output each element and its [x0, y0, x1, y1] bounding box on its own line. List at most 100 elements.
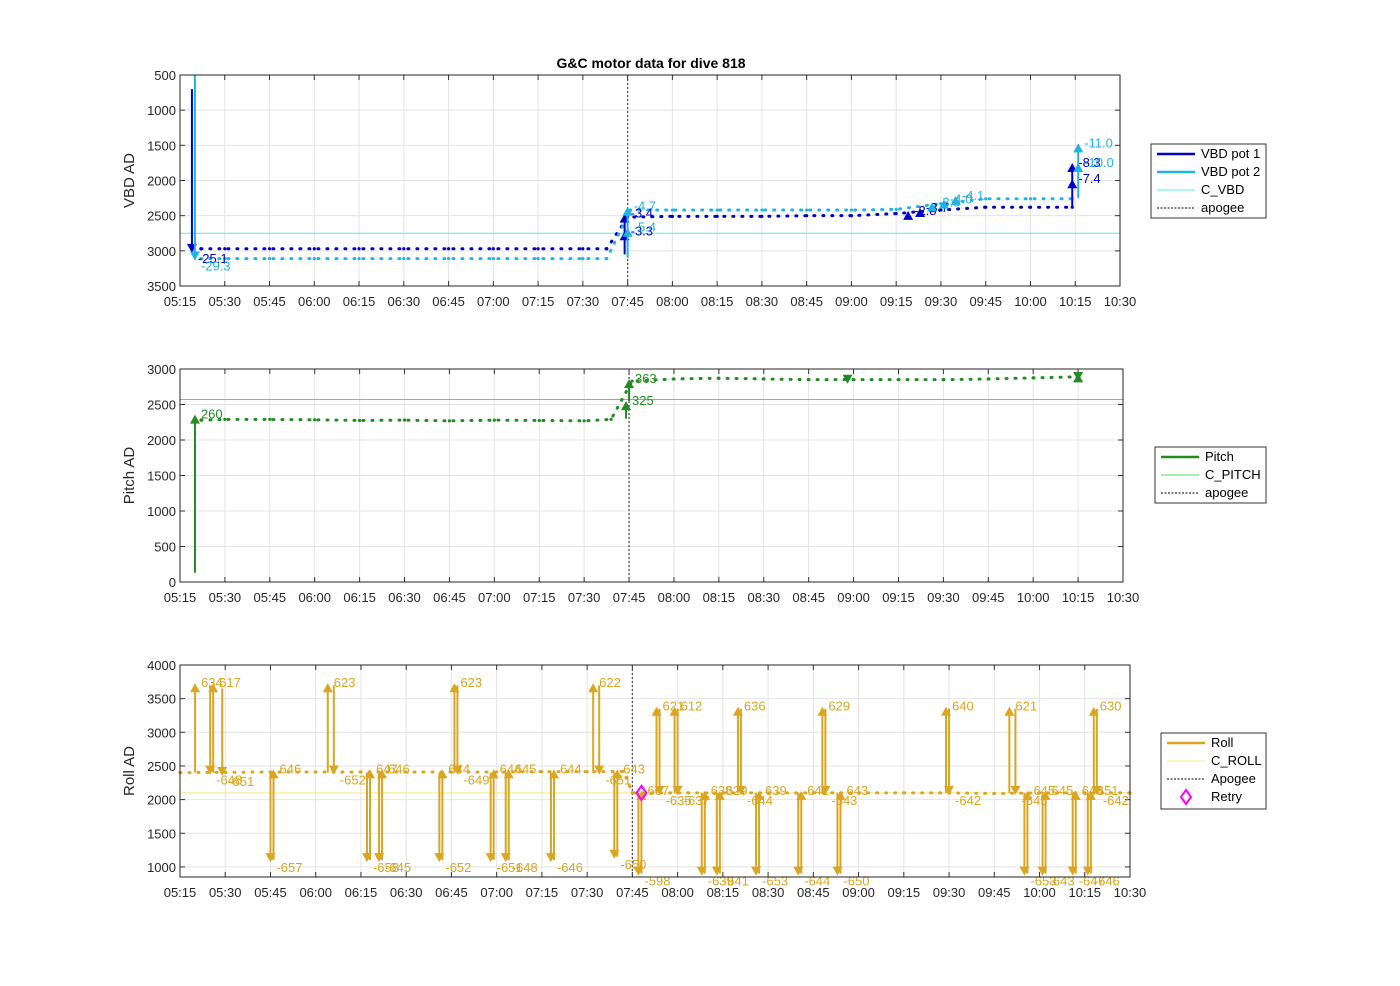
move-label: -646 — [1094, 874, 1120, 889]
x-tick-label: 05:15 — [164, 294, 197, 309]
x-tick-label: 05:45 — [253, 294, 286, 309]
data-point — [581, 256, 585, 261]
x-tick-label: 06:15 — [343, 590, 376, 605]
move-label: 644 — [560, 761, 582, 776]
move-label: -644 — [804, 874, 830, 889]
x-tick-label: 06:15 — [345, 885, 378, 900]
move-label: -653 — [762, 874, 788, 889]
data-point — [811, 791, 815, 795]
data-point — [357, 247, 361, 251]
data-point — [223, 247, 227, 251]
move-arrow-head — [1091, 785, 1102, 795]
move-arrow-head — [622, 206, 633, 216]
y-tick-label: 2000 — [147, 433, 176, 448]
move-label: 325 — [632, 393, 654, 408]
move-label: -5.4 — [634, 220, 656, 235]
y-axis-label: Pitch AD — [121, 447, 138, 505]
data-point — [223, 256, 227, 261]
x-tick-label: 07:30 — [571, 885, 604, 900]
y-tick-label: 3000 — [147, 362, 176, 377]
move-label: -645 — [385, 860, 411, 875]
x-tick-label: 09:45 — [972, 590, 1005, 605]
move-arrow-head — [217, 767, 228, 777]
x-tick-label: 09:15 — [888, 885, 921, 900]
data-point — [849, 214, 854, 218]
y-tick-label: 2500 — [147, 209, 176, 224]
move-arrow-head — [322, 683, 333, 693]
data-point — [807, 378, 811, 382]
x-tick-label: 08:30 — [746, 294, 779, 309]
data-point — [491, 247, 495, 251]
move-label: 636 — [744, 699, 766, 714]
move-label: 623 — [334, 675, 356, 690]
legend-label: Apogee — [1211, 771, 1256, 786]
move-label: -646 — [557, 860, 583, 875]
x-tick-label: 06:30 — [390, 885, 423, 900]
y-tick-label: 3500 — [147, 692, 176, 707]
y-tick-label: 1500 — [147, 826, 176, 841]
data-point — [267, 247, 272, 251]
x-tick-label: 07:30 — [568, 590, 601, 605]
x-tick-label: 06:45 — [433, 590, 466, 605]
move-arrow-head — [208, 683, 219, 693]
move-arrow-head — [189, 251, 200, 261]
legend-label: Retry — [1211, 789, 1243, 804]
move-label: 363 — [635, 371, 657, 386]
x-tick-label: 05:45 — [254, 590, 287, 605]
move-arrow-head — [1022, 790, 1033, 800]
move-label: 643 — [623, 761, 645, 776]
x-tick-label: 06:00 — [298, 590, 331, 605]
move-label: 646 — [279, 761, 301, 776]
move-arrow-head — [1073, 373, 1084, 383]
move-label: -651 — [228, 774, 254, 789]
move-arrow-head — [1073, 163, 1084, 173]
data-point — [894, 207, 898, 211]
move-label: 640 — [952, 699, 974, 714]
move-label: -25.1 — [198, 251, 228, 266]
x-tick-label: 09:00 — [842, 885, 875, 900]
move-arrow-head — [796, 790, 807, 800]
move-arrow-head — [714, 790, 725, 800]
move-label: 617 — [219, 675, 241, 690]
data-point — [805, 208, 809, 212]
data-point — [358, 418, 362, 423]
data-point — [851, 378, 856, 382]
move-arrow-head — [328, 765, 339, 775]
data-point — [495, 770, 499, 774]
move-arrow-head — [365, 769, 375, 779]
move-label: -8.3 — [1078, 155, 1100, 170]
x-tick-label: 08:00 — [658, 590, 691, 605]
data-point — [849, 208, 854, 212]
x-tick-label: 10:30 — [1104, 294, 1137, 309]
y-tick-label: 2500 — [147, 398, 176, 413]
legend-label: C_PITCH — [1205, 467, 1261, 482]
x-tick-label: 07:00 — [477, 294, 510, 309]
move-arrow-head — [915, 208, 926, 218]
x-tick-label: 09:00 — [837, 590, 870, 605]
x-tick-label: 06:15 — [343, 294, 376, 309]
x-tick-label: 09:00 — [835, 294, 868, 309]
move-label: 622 — [599, 675, 621, 690]
x-tick-label: 09:30 — [927, 590, 960, 605]
data-point — [621, 769, 625, 773]
data-point — [1028, 197, 1033, 201]
move-label: 630 — [1100, 699, 1122, 714]
legend-label: apogee — [1201, 200, 1244, 215]
data-point — [313, 418, 317, 422]
data-point — [447, 419, 452, 423]
move-arrow-head — [588, 683, 599, 693]
data-point — [805, 214, 809, 218]
move-arrow-head — [1010, 785, 1021, 795]
x-tick-label: 08:30 — [747, 590, 780, 605]
y-tick-label: 3500 — [147, 279, 176, 294]
x-tick-label: 08:15 — [707, 885, 740, 900]
move-arrow-head — [835, 790, 846, 800]
x-tick-label: 07:00 — [478, 590, 511, 605]
data-point — [491, 256, 495, 261]
x-tick-label: 09:45 — [978, 885, 1011, 900]
move-label: 651 — [1097, 783, 1119, 798]
move-arrow-head — [699, 790, 710, 800]
move-arrow-head — [1067, 179, 1078, 189]
move-arrow-head — [1070, 790, 1081, 800]
